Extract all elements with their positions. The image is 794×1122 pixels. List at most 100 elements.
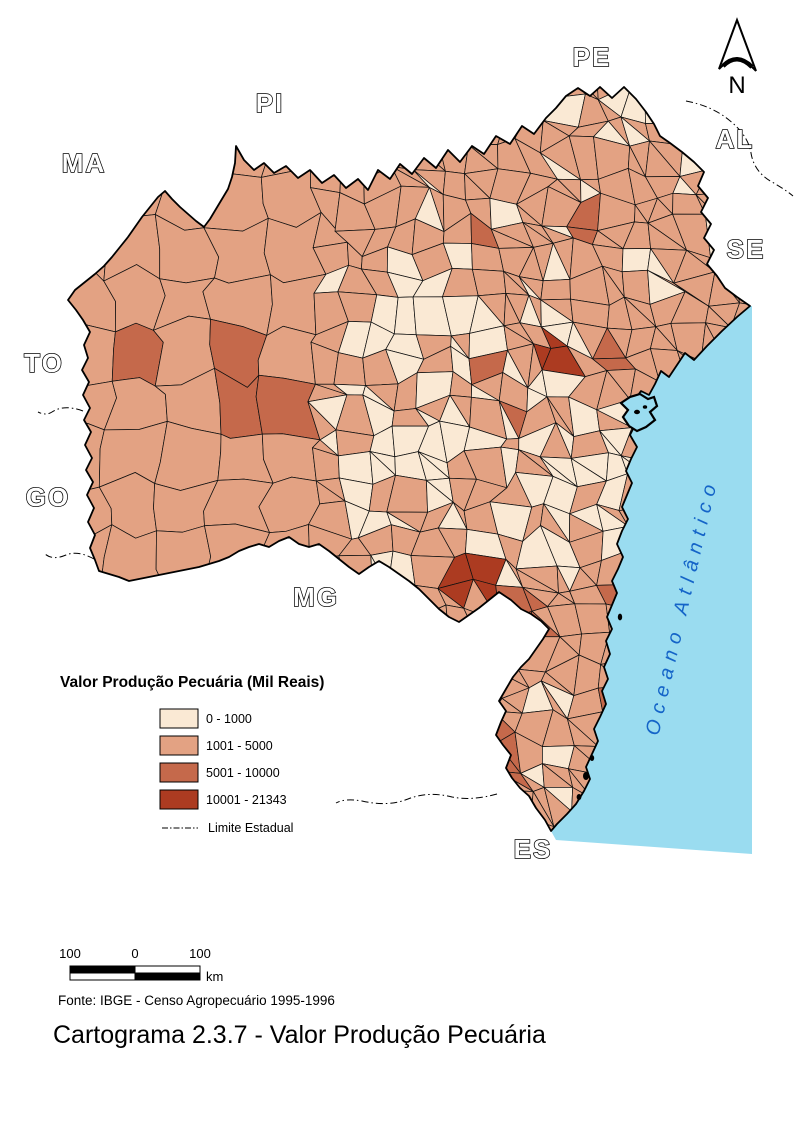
state-labels-layer: PE PI MA AL SE TO GO MG ES xyxy=(23,41,766,865)
municipality xyxy=(203,523,275,593)
municipality xyxy=(393,113,418,147)
municipality xyxy=(387,87,417,99)
municipality xyxy=(413,87,453,126)
municipality xyxy=(369,745,403,767)
legend-boundary-label: Limite Estadual xyxy=(208,821,293,835)
municipality xyxy=(681,123,712,154)
municipality xyxy=(441,714,482,747)
municipality xyxy=(438,87,466,126)
state-label-es: ES xyxy=(514,834,553,864)
municipality xyxy=(474,742,498,773)
municipality xyxy=(680,94,712,126)
municipality xyxy=(258,684,321,742)
scale-bar: 100 0 100 km xyxy=(59,946,223,984)
municipality xyxy=(467,789,503,811)
municipality xyxy=(340,135,365,180)
legend-label-class4: 10001 - 21343 xyxy=(206,793,287,807)
municipality xyxy=(347,714,371,750)
municipality xyxy=(68,524,113,596)
municipality xyxy=(365,713,403,750)
municipality xyxy=(393,296,417,336)
page-title: Cartograma 2.3.7 - Valor Produção Pecuár… xyxy=(53,1021,546,1049)
municipality xyxy=(362,113,402,140)
scale-label-right: 100 xyxy=(189,946,211,961)
municipality xyxy=(98,586,167,647)
municipality xyxy=(68,734,118,804)
municipality xyxy=(308,787,338,827)
municipality xyxy=(257,325,317,385)
scale-unit: km xyxy=(206,969,223,984)
municipality xyxy=(472,268,507,297)
municipality xyxy=(365,629,397,671)
legend-swatch-class1 xyxy=(159,708,199,729)
legend-swatch-class3 xyxy=(159,762,199,783)
municipality xyxy=(476,656,503,699)
municipality xyxy=(308,815,338,831)
bay-island xyxy=(642,405,648,409)
municipality xyxy=(333,87,366,128)
municipality xyxy=(441,688,482,723)
municipality xyxy=(462,810,502,831)
municipality xyxy=(387,585,417,619)
municipality xyxy=(467,770,503,801)
legend-swatch-class2 xyxy=(159,735,199,756)
municipality xyxy=(454,688,482,723)
municipality xyxy=(359,87,395,95)
municipality xyxy=(724,188,750,232)
municipality xyxy=(392,630,428,663)
municipality xyxy=(445,642,481,672)
municipality xyxy=(333,87,373,92)
municipality xyxy=(391,138,418,170)
state-label-to: TO xyxy=(24,348,64,378)
municipality xyxy=(445,670,464,694)
municipality xyxy=(436,124,469,146)
municipality xyxy=(498,621,523,644)
municipality xyxy=(349,683,367,716)
coastal-inlet xyxy=(576,794,582,800)
municipality xyxy=(445,656,478,694)
state-label-se: SE xyxy=(727,234,766,264)
municipality xyxy=(370,811,400,831)
scale-bar-frame xyxy=(69,965,201,981)
municipality xyxy=(392,602,419,646)
municipality xyxy=(151,120,213,173)
municipality xyxy=(306,708,349,740)
municipality xyxy=(411,658,455,691)
municipality xyxy=(347,698,367,722)
municipality xyxy=(411,688,455,716)
scale-label-mid: 0 xyxy=(131,946,138,961)
municipality xyxy=(465,800,502,825)
municipality xyxy=(347,593,374,606)
municipality xyxy=(476,642,499,671)
municipality xyxy=(370,550,394,587)
municipality xyxy=(410,707,453,745)
source-note: Fonte: IBGE - Censo Agropecuário 1995-19… xyxy=(58,993,335,1008)
state-label-al: AL xyxy=(716,124,755,154)
legend-label-class1: 0 - 1000 xyxy=(206,712,252,726)
municipality xyxy=(461,95,507,122)
municipality xyxy=(644,87,682,102)
municipality xyxy=(68,787,106,831)
scale-label-left: 100 xyxy=(59,946,81,961)
municipality xyxy=(438,87,466,122)
municipality xyxy=(361,683,398,716)
municipality xyxy=(261,433,321,484)
municipality xyxy=(98,734,168,804)
state-label-pe: PE xyxy=(573,42,612,72)
municipality xyxy=(359,90,395,120)
coastal-inlet xyxy=(617,613,623,621)
legend-label-class2: 1001 - 5000 xyxy=(206,739,273,753)
municipality xyxy=(309,124,351,151)
north-arrow: N xyxy=(718,17,757,99)
state-boundary-dash xyxy=(37,407,84,415)
municipality xyxy=(452,743,476,773)
scale-bar-segment xyxy=(70,966,135,973)
municipality xyxy=(387,93,417,117)
municipality xyxy=(438,87,471,98)
municipality xyxy=(680,91,712,126)
municipality xyxy=(653,87,682,96)
state-label-ma: MA xyxy=(62,148,106,178)
municipality xyxy=(452,120,469,146)
municipality xyxy=(98,796,162,831)
municipality xyxy=(502,95,527,127)
